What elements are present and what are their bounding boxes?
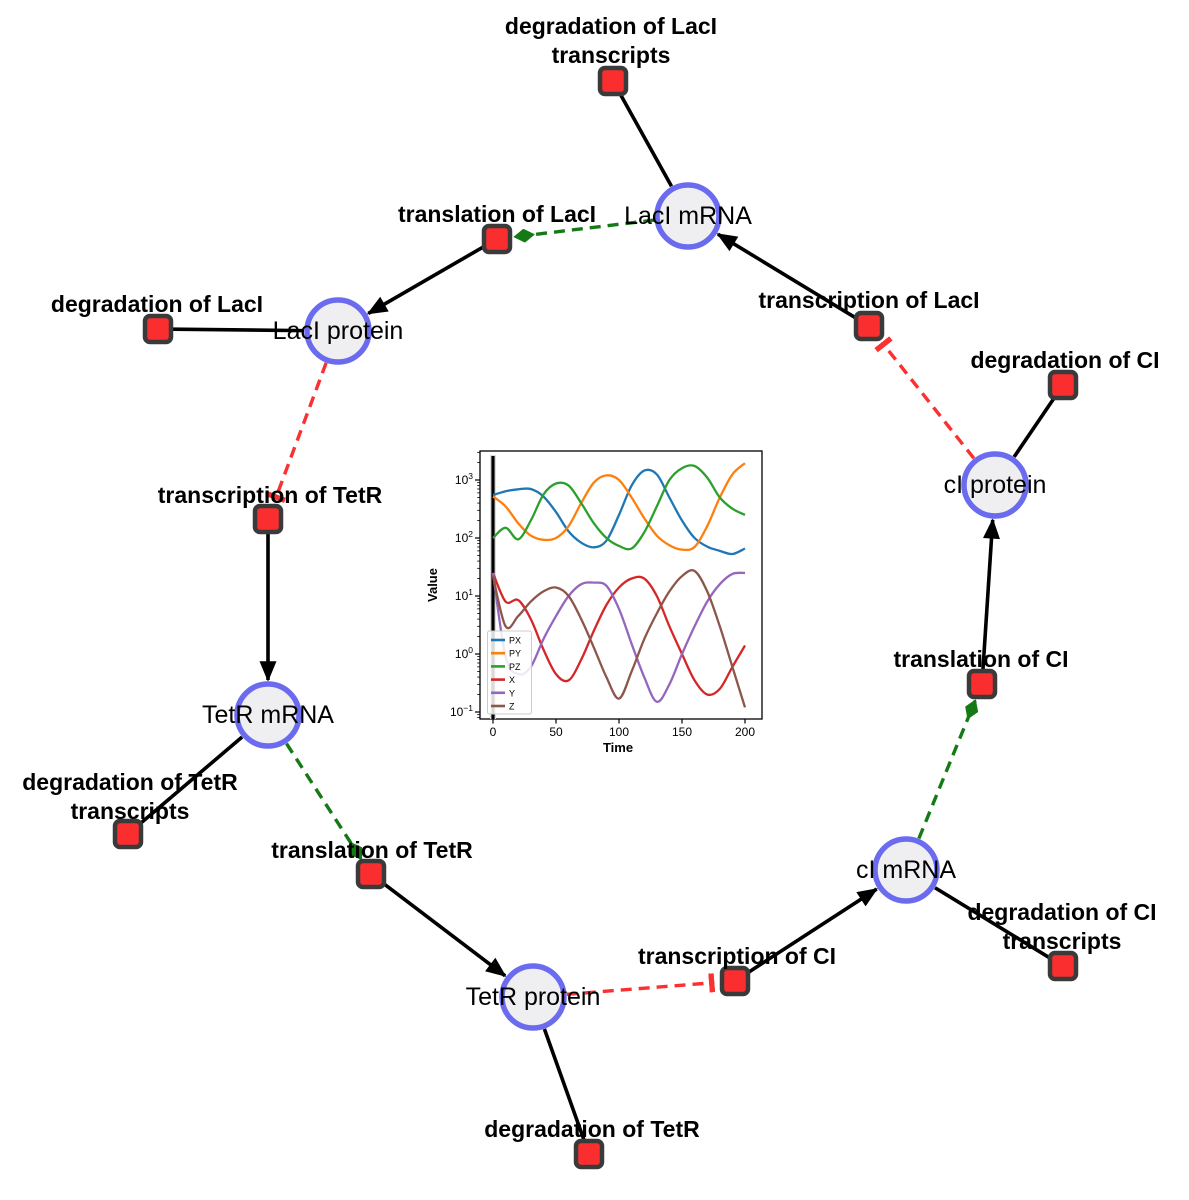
species-label-tetR_mRNA: TetR mRNA xyxy=(202,701,334,729)
reaction-label-deg_cI: degradation of CI xyxy=(970,347,1159,373)
chart-xlabel: Time xyxy=(603,740,633,755)
edge-cI_mRNA-transl_cI xyxy=(917,699,979,840)
edge-lacI_mRNA-transl_lacI xyxy=(513,218,655,243)
species-label-cI_mRNA: cI mRNA xyxy=(856,856,956,884)
edge-transl_tetR-tetR_prot xyxy=(381,881,507,978)
edges-layer xyxy=(138,93,1057,1141)
reaction-label-transcr_cI: transcription of CI xyxy=(638,943,836,969)
reaction-node-transl_tetR[interactable] xyxy=(355,858,387,890)
reaction-label-transl_cI: translation of CI xyxy=(893,646,1068,672)
chart-series-PX xyxy=(492,468,746,556)
species-label-cI_prot: cI protein xyxy=(944,471,1047,499)
legend-item-X: X xyxy=(509,675,515,685)
reaction-label-transl_lacI: translation of LacI xyxy=(398,201,596,227)
reaction-node-deg_cI[interactable] xyxy=(1047,369,1079,401)
edge-lacI_prot-transcr_tetR xyxy=(266,362,328,503)
chart-xtick-0: 0 xyxy=(490,725,497,739)
reaction-label-deg_cI_tx: degradation of CI transcripts xyxy=(967,899,1156,954)
chart-ytick-1e2: 102 xyxy=(455,529,473,545)
chart-xtick-150: 150 xyxy=(672,725,692,739)
edge-transl_cI-cI_prot xyxy=(981,518,1000,670)
legend-item-Z: Z xyxy=(509,702,515,712)
reaction-node-transcr_lacI[interactable] xyxy=(853,310,885,342)
chart-series-Z xyxy=(491,569,747,708)
edge-lacI_prot-deg_lacI xyxy=(172,327,305,333)
species-node-lacI_prot[interactable] xyxy=(304,297,372,365)
species-label-tetR_prot: TetR protein xyxy=(466,983,601,1011)
reaction-label-transcr_lacI: transcription of LacI xyxy=(758,287,979,313)
edge-tetR_prot-deg_tetR xyxy=(542,1028,586,1141)
edge-lacI_mRNA-deg_lacI_tx xyxy=(618,93,674,188)
chart-ytick-1e3: 103 xyxy=(455,471,473,487)
chart-xtick-200: 200 xyxy=(735,725,755,739)
edge-transl_lacI-lacI_prot xyxy=(366,244,485,316)
chart-series-PZ xyxy=(492,464,746,551)
labels-layer: degradation of LacI transcripts translatio… xyxy=(22,13,1159,1142)
reaction-label-deg_tetR_tx: degradation of TetR transcripts xyxy=(22,769,238,824)
chart-ylabel: Value xyxy=(425,568,440,602)
reaction-label-deg_lacI: degradation of LacI xyxy=(51,291,263,317)
reaction-node-deg_lacI_tx[interactable] xyxy=(597,65,629,97)
edge-transcr_cI-cI_mRNA xyxy=(746,887,879,975)
chart-series-X xyxy=(491,572,746,697)
reaction-node-deg_cI_tx[interactable] xyxy=(1047,950,1079,982)
chart-ytick-1e0: 100 xyxy=(455,645,473,661)
edge-transcr_lacI-lacI_mRNA xyxy=(716,232,858,320)
chart-ytick-1e1: 101 xyxy=(455,587,473,603)
reaction-label-transcr_tetR: transcription of TetR xyxy=(158,482,383,508)
reaction-node-transcr_tetR[interactable] xyxy=(252,503,284,535)
legend-item-PX: PX xyxy=(509,636,521,646)
nodes-layer xyxy=(112,65,1079,1170)
legend-item-Y: Y xyxy=(509,688,515,698)
timeseries-inset-chart: 0 50 100 150 20010−1100101102103TimeValuePXP… xyxy=(425,450,763,755)
reaction-node-deg_tetR_tx[interactable] xyxy=(112,818,144,850)
legend-item-PZ: PZ xyxy=(509,662,521,672)
species-node-tetR_prot[interactable] xyxy=(499,963,567,1031)
edge-tetR_prot-transcr_cI xyxy=(566,973,716,997)
reaction-label-deg_tetR: degradation of TetR xyxy=(484,1116,700,1142)
edge-cI_prot-transcr_lacI xyxy=(874,336,976,460)
chart-ytick-1e-1: 10−1 xyxy=(450,703,473,719)
reaction-node-deg_lacI[interactable] xyxy=(142,313,174,345)
species-node-tetR_mRNA[interactable] xyxy=(234,681,302,749)
chart-legend: PX PY PZ XYZ xyxy=(487,630,532,715)
reaction-label-transl_tetR: translation of TetR xyxy=(271,837,473,863)
edge-cI_mRNA-deg_cI_tx xyxy=(934,886,1052,960)
edge-tetR_mRNA-transl_tetR xyxy=(285,742,363,861)
species-label-lacI_mRNA: LacI mRNA xyxy=(624,202,752,230)
chart-xtick-50: 50 xyxy=(549,725,563,739)
chart-series-PY xyxy=(492,462,746,552)
reaction-node-transcr_cI[interactable] xyxy=(719,965,751,997)
reaction-node-transl_lacI[interactable] xyxy=(481,223,513,255)
edge-tetR_mRNA-deg_tetR_tx xyxy=(138,735,244,826)
reaction-node-deg_tetR[interactable] xyxy=(573,1138,605,1170)
reaction-node-transl_cI[interactable] xyxy=(966,668,998,700)
legend-item-PY: PY xyxy=(509,649,521,659)
species-node-cI_prot[interactable] xyxy=(961,451,1029,519)
edge-cI_prot-deg_cI xyxy=(1012,396,1057,458)
species-node-cI_mRNA[interactable] xyxy=(872,836,940,904)
species-label-lacI_prot: LacI protein xyxy=(273,317,404,345)
reaction-label-deg_lacI_tx: degradation of LacI transcripts xyxy=(505,13,717,68)
chart-xtick-100: 100 xyxy=(609,725,629,739)
species-node-lacI_mRNA[interactable] xyxy=(654,182,722,250)
